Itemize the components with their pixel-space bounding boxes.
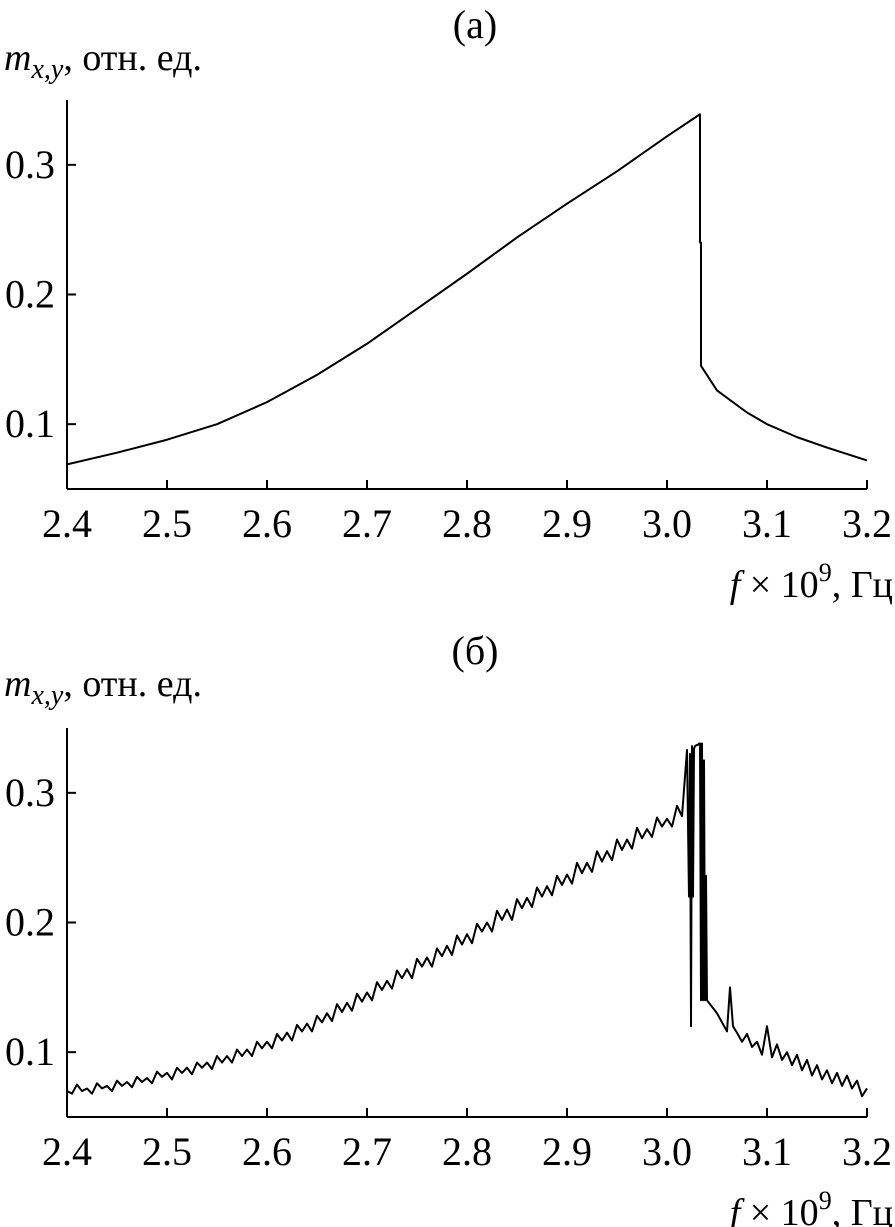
y-axis-label-suffix: , отн. ед. (63, 37, 202, 79)
y-tick-label: 0.3 (5, 142, 55, 187)
x-axis-label-suffix: , Гц (832, 564, 893, 606)
x-tick-label: 3.0 (642, 501, 692, 546)
x-tick-label: 2.8 (442, 501, 492, 546)
y-axis-label: mx,y, отн. ед. (4, 663, 202, 711)
y-tick-label: 0.1 (5, 1029, 55, 1074)
x-axis-label: f × 109, Гц (730, 1186, 893, 1227)
x-tick-label: 2.4 (42, 501, 92, 546)
x-tick-label: 3.0 (642, 1129, 692, 1174)
x-tick-label: 2.7 (342, 1129, 392, 1174)
y-tick-label: 0.1 (5, 401, 55, 446)
x-axis-label: f × 109, Гц (730, 558, 893, 606)
x-axis-label-sup: 9 (819, 1186, 832, 1215)
y-axis-label-var: m (4, 663, 31, 705)
panel-b: (б) mx,y, отн. ед. 2.4 2.5 2.6 2.7 2.8 2.9 3.0 3.… (4, 628, 893, 1227)
y-axis-label-suffix: , отн. ед. (63, 663, 202, 705)
series-line (66, 113, 868, 466)
panel-a: (а) mx,y, отн. ед. 2.4 2.5 2.6 2.7 2.8 2.9 3.0 3.… (4, 2, 893, 606)
y-axis-label-sub: x,y (30, 54, 63, 85)
y-axis-label: mx,y, отн. ед. (4, 37, 202, 85)
y-tick-label: 0.2 (5, 900, 55, 945)
x-tick-label: 3.2 (842, 501, 892, 546)
x-tick-label: 2.5 (142, 1129, 192, 1174)
panel-label: (а) (453, 2, 497, 47)
y-axis-label-var: m (4, 37, 31, 79)
y-tick-label: 0.2 (5, 272, 55, 317)
x-tick-label: 2.5 (142, 501, 192, 546)
x-tick-label: 2.6 (242, 1129, 292, 1174)
x-axis-label-mid: × 10 (740, 564, 818, 606)
x-axis-label-suffix: , Гц (832, 1192, 893, 1227)
x-tick-label: 3.1 (742, 501, 792, 546)
x-tick-label: 2.9 (542, 501, 592, 546)
y-tick-label: 0.3 (5, 770, 55, 815)
x-axis-label-mid: × 10 (740, 1192, 818, 1227)
x-tick-label: 2.6 (242, 501, 292, 546)
y-axis-label-sub: x,y (30, 680, 63, 711)
panel-label: (б) (452, 628, 499, 673)
x-tick-label: 3.1 (742, 1129, 792, 1174)
series-line (66, 742, 868, 1098)
x-tick-label: 2.8 (442, 1129, 492, 1174)
x-tick-label: 2.9 (542, 1129, 592, 1174)
x-tick-label: 2.4 (42, 1129, 92, 1174)
x-tick-label: 3.2 (842, 1129, 892, 1174)
x-tick-label: 2.7 (342, 501, 392, 546)
x-axis-label-sup: 9 (819, 558, 832, 587)
